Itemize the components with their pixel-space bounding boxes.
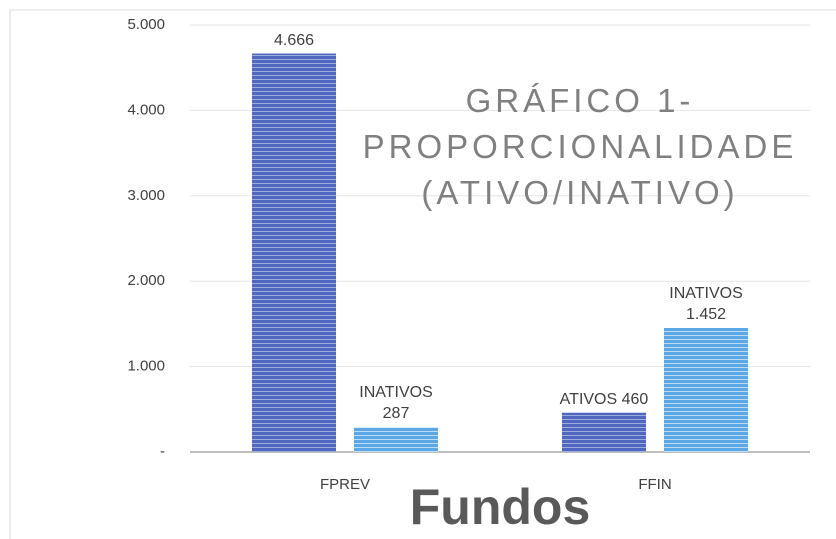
y-tick-label: 4.000	[127, 101, 165, 118]
x-axis-title: Fundos	[409, 479, 591, 535]
y-tick-label: -	[160, 443, 165, 460]
y-tick-label: 3.000	[127, 187, 165, 204]
bar	[252, 53, 336, 453]
x-tick-label: FFIN	[638, 476, 671, 493]
data-label: INATIVOS 287	[359, 384, 433, 423]
bar	[354, 427, 438, 452]
bar	[562, 412, 646, 452]
data-label: INATIVOS 1.452	[669, 284, 743, 323]
y-tick-label: 1.000	[127, 358, 165, 375]
chart-border	[9, 9, 836, 539]
x-tick-label: FPREV	[320, 476, 370, 493]
data-label: ATIVOS 460	[559, 390, 649, 408]
bar	[664, 327, 748, 452]
data-label: 4.666	[273, 31, 315, 49]
y-tick-label: 2.000	[127, 272, 165, 289]
y-tick-label: 5.000	[127, 16, 165, 33]
chart-title: GRÁFICO 1- PROPORCIONALIDADE (ATIVO/INAT…	[362, 82, 798, 211]
